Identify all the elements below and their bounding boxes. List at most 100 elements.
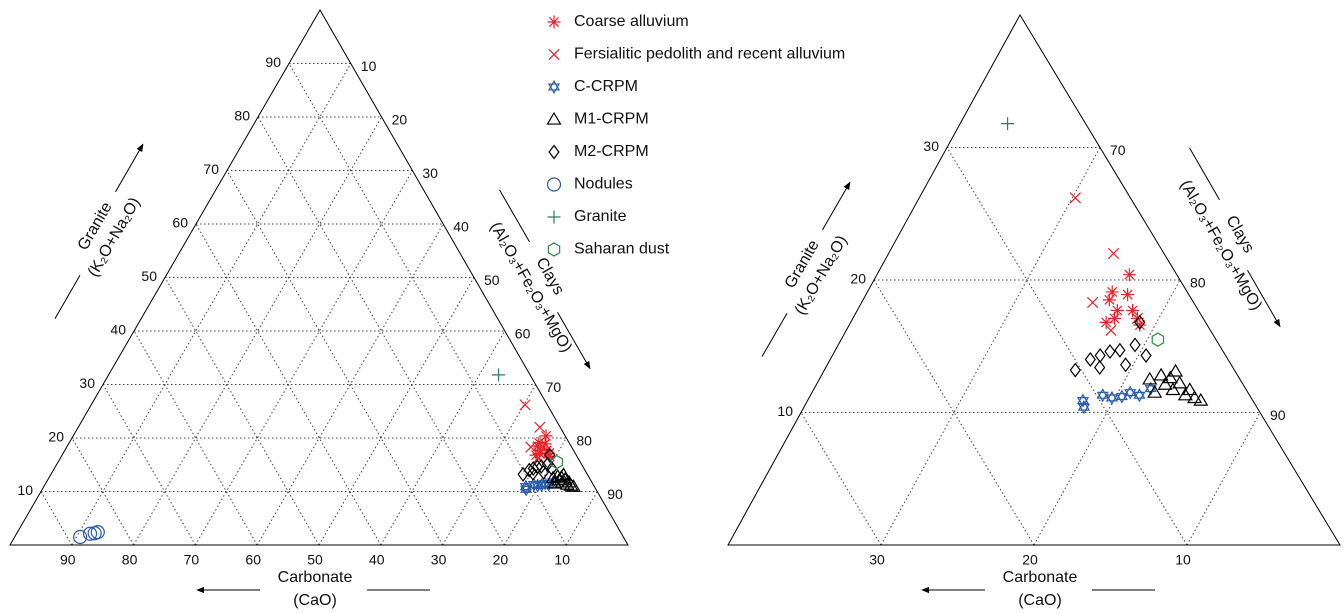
marker-circle [82,526,98,541]
legend-label: M1-CRPM [574,111,649,128]
carbonate-tick-label: 90 [60,552,76,568]
carbonate-tick-label: 20 [1022,552,1038,568]
marker-asterisk [1122,268,1136,282]
granite-tick-label: 30 [923,138,939,154]
axis-line [499,189,530,243]
marker-diamond [544,447,556,463]
marker-diamond [1084,351,1096,368]
marker-diamond [1114,342,1126,358]
marker-plus [547,210,561,224]
marker-hexagon [550,454,564,470]
carbonate-tick-label: 30 [431,552,447,568]
marker-asterisk [1099,315,1113,329]
axis-arrow [115,143,144,193]
grid-line [164,277,320,546]
carbonate-axis-formula: (CaO) [293,592,337,609]
granite-axis-title: Granite(K₂O+Na₂O) [54,143,144,319]
marker-diamond [1129,337,1141,353]
marker-triangle [1187,390,1203,404]
marker-triangle [1142,371,1158,385]
marker-hexagram [1077,400,1091,415]
marker-hexagram [1105,390,1119,405]
marker-circle [73,529,88,545]
granite-tick-label: 60 [172,215,188,231]
grid-line [800,412,882,546]
granite-tick-label: 20 [48,429,64,445]
grid-line [946,147,1188,546]
marker-hexagon [547,242,561,257]
carbonate-tick-label: 60 [245,552,261,568]
marker-triangle [1147,384,1163,398]
marker-circle [546,177,562,192]
marker-triangle [556,467,572,481]
granite-tick-label: 30 [79,375,95,391]
marker-x [1107,247,1120,260]
granite-tick-label: 80 [234,108,250,124]
granite-tick-label: 20 [850,271,866,287]
marker-asterisk [531,439,545,453]
clays-tick-label: 70 [1110,142,1126,158]
marker-triangle [559,476,575,490]
granite-tick-label: 40 [110,322,126,338]
marker-asterisk [1133,318,1147,332]
marker-diamond [527,465,539,481]
marker-asterisk [540,443,554,457]
axis-line [761,313,788,357]
marker-x [548,48,560,61]
marker-asterisk [543,449,557,463]
marker-diamond [537,464,550,480]
ternary-chart: 10 20 30 40 50 60 70 80 90 10 20 30 40 50 60 70 80 90 10 20… [9,9,845,609]
marker-diamond [1120,357,1132,373]
marker-triangle [554,474,570,488]
clays-tick-label: 30 [422,165,438,181]
grid-line [565,491,598,546]
marker-x [534,421,546,433]
marker-asterisk [532,447,546,461]
legend-label: Fersialitic pedolith and recent alluvium [574,46,845,63]
marker-plus [1001,117,1015,131]
marker-hexagram [547,79,561,95]
grid-line [71,63,352,546]
marker-asterisk [1105,285,1119,299]
marker-triangle [1182,382,1198,396]
marker-plus [492,368,506,382]
marker-x [543,447,555,460]
grid-line [226,170,444,546]
marker-diamond [1140,348,1152,364]
marker-diamond [546,460,558,476]
clays-tick-label: 90 [1270,407,1286,423]
carbonate-tick-label: 20 [493,552,509,568]
marker-diamond [517,466,529,482]
marker-diamond [535,458,547,474]
carbonate-tick-label: 10 [554,552,570,568]
marker-diamond [1094,359,1106,375]
carbonate-tick-label: 80 [122,552,138,568]
axis-line [1189,147,1220,201]
granite-tick-label: 90 [265,54,281,70]
marker-diamond [548,144,560,160]
legend-label: C-CRPM [574,78,638,95]
clays-tick-label: 80 [576,433,592,449]
marker-asterisk [547,15,561,29]
grid-line [318,277,475,546]
grid-line [133,330,258,546]
marker-circle [90,525,105,540]
marker-asterisk [529,448,543,462]
clays-tick-label: 90 [607,486,623,502]
axis-arrow [1247,270,1281,328]
marker-hexagram [1115,389,1128,404]
axis-arrow [557,312,591,370]
clays-tick-label: 40 [453,219,469,235]
clays-tick-label: 20 [392,112,408,128]
granite-tick-label: 50 [141,268,157,284]
grid-line [102,384,196,546]
clays-tick-label: 50 [484,272,500,288]
carbonate-tick-label: 50 [307,552,323,568]
carbonate-tick-label: 40 [369,552,385,568]
marker-asterisk [538,437,552,451]
marker-diamond [1094,348,1106,364]
marker-triangle [565,479,581,492]
marker-hexagram [1124,385,1137,400]
carbonate-axis-formula: (CaO) [1018,592,1062,609]
marker-hexagram [1144,381,1157,396]
